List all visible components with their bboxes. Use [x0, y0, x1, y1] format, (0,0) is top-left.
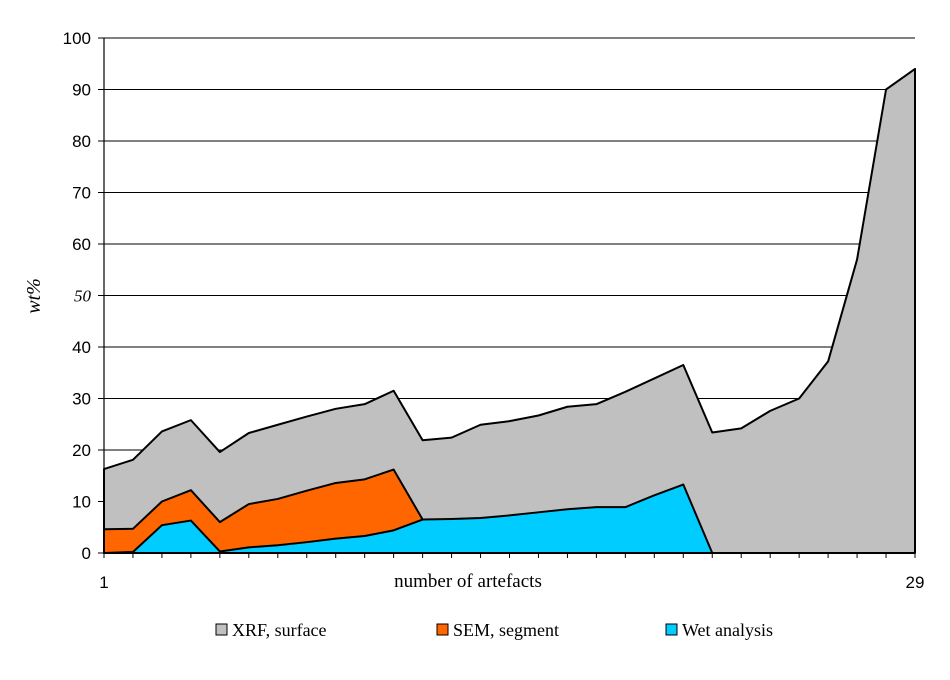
series-layer: [103, 67, 916, 554]
y-tick-label-50: 50: [74, 287, 92, 306]
y-tick-label-100: 100: [63, 29, 91, 48]
x-axis-title: number of artefacts: [394, 571, 542, 592]
x-tick-labels: 1 29: [99, 553, 924, 592]
y-tick-label-90: 90: [72, 81, 91, 100]
legend-label-wet-analysis: Wet analysis: [682, 620, 773, 640]
y-axis-title: wt%: [23, 278, 45, 314]
legend-label-xrf-surface: XRF, surface: [232, 620, 327, 640]
x-tick-label-last: 29: [906, 573, 925, 592]
y-tick-label-40: 40: [72, 338, 91, 357]
y-tick-label-10: 10: [72, 493, 91, 512]
legend-swatch-sem-segment: [436, 623, 449, 636]
y-tick-labels: 0 10 20 30 40 50 60 70 80 90 100: [63, 29, 104, 563]
series-area-xrf-surface: [103, 67, 916, 554]
legend-label-sem-segment: SEM, segment: [453, 620, 559, 640]
y-tick-label-30: 30: [72, 390, 91, 409]
series-area-wet-analysis: [103, 483, 714, 554]
x-tick-label-first: 1: [99, 573, 108, 592]
legend-swatch-xrf-surface: [215, 623, 228, 636]
legend-swatch-wet-analysis: [665, 623, 678, 636]
y-tick-label-20: 20: [72, 441, 91, 460]
y-tick-label-80: 80: [72, 132, 91, 151]
y-tick-label-60: 60: [72, 235, 91, 254]
y-tick-label-70: 70: [72, 184, 91, 203]
legend: XRF, surface SEM, segment Wet analysis: [215, 620, 773, 640]
y-tick-label-0: 0: [82, 544, 91, 563]
